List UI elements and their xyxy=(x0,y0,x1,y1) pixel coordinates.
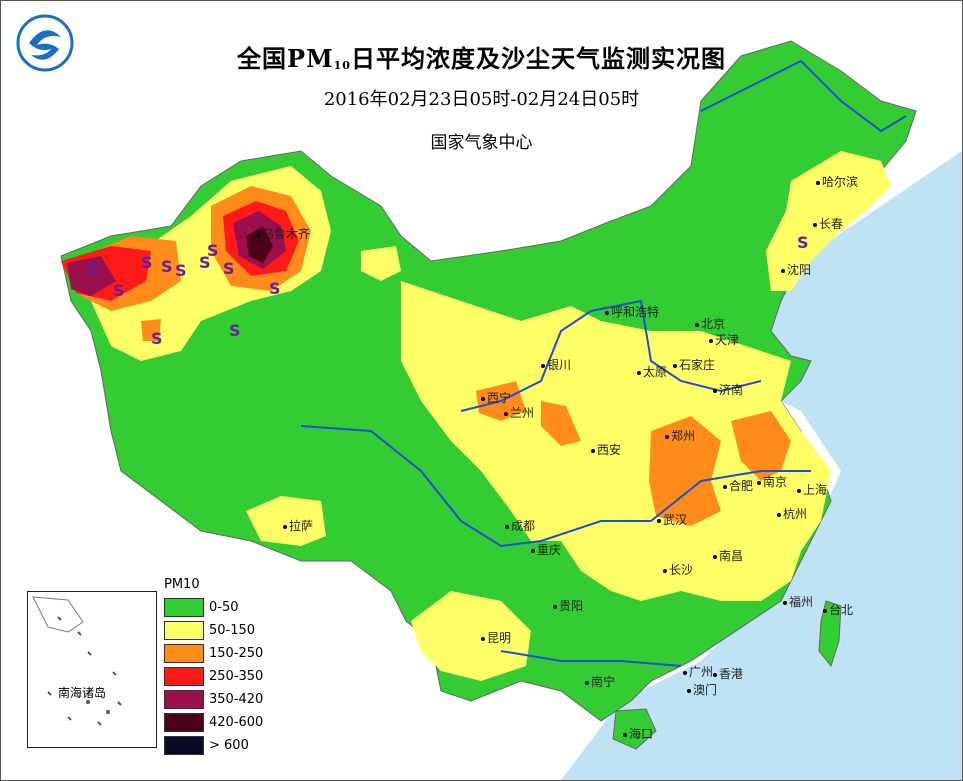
dust-marker: S xyxy=(161,257,173,276)
legend-item: > 600 xyxy=(164,734,263,757)
hainan-island xyxy=(612,708,657,750)
legend-swatch xyxy=(164,644,204,663)
pearl-river xyxy=(500,650,682,667)
dust-marker: S xyxy=(223,259,235,278)
city-label: 台北 xyxy=(823,601,853,618)
city-label: 南昌 xyxy=(713,547,743,564)
legend-swatch xyxy=(164,621,204,640)
legend-swatch xyxy=(164,713,204,732)
city-label: 杭州 xyxy=(777,505,807,522)
city-label: 西宁 xyxy=(481,389,511,406)
city-label: 北京 xyxy=(695,315,725,332)
river-lines xyxy=(300,59,907,667)
city-label: 兰州 xyxy=(504,404,534,421)
city-label: 天津 xyxy=(709,331,739,348)
city-label: 太原 xyxy=(637,363,667,380)
region-yellow-north-china xyxy=(401,281,831,601)
city-label: 南宁 xyxy=(585,673,615,690)
inset-label: 南海诸岛 xyxy=(58,686,107,700)
city-label: 沈阳 xyxy=(781,261,811,278)
legend-item: 250-350 xyxy=(164,665,263,688)
city-label: 呼和浩特 xyxy=(605,303,659,320)
region-orange-south-xj xyxy=(141,319,161,341)
sea-area xyxy=(561,151,962,780)
dust-marker: S xyxy=(207,241,219,260)
city-label: 武汉 xyxy=(657,511,687,528)
region-orange-central xyxy=(649,416,721,526)
legend-item: 50-150 xyxy=(164,619,263,642)
region-purple-west-xj xyxy=(67,256,116,296)
dust-marker: S xyxy=(113,281,125,300)
city-label: 济南 xyxy=(713,381,743,398)
region-darkred-urumqi xyxy=(246,226,273,263)
south-china-sea-inset: 南海诸岛 xyxy=(27,591,157,748)
heilongjiang-river xyxy=(700,59,907,133)
yellow-river xyxy=(460,299,762,412)
legend-item: 150-250 xyxy=(164,642,263,665)
legend-swatch xyxy=(164,667,204,686)
legend-swatch xyxy=(164,690,204,709)
region-orange-east xyxy=(731,411,791,481)
city-label: 澳门 xyxy=(687,681,717,698)
organization: 国家气象中心 xyxy=(430,133,533,153)
region-orange-shaanxi xyxy=(541,401,581,446)
city-label: 重庆 xyxy=(531,541,561,558)
city-label: 乌鲁木齐 xyxy=(256,225,310,242)
city-label: 石家庄 xyxy=(673,356,715,373)
city-label: 成都 xyxy=(505,517,535,534)
dust-marker: S xyxy=(229,321,241,340)
region-yellow-tibet xyxy=(246,496,326,546)
city-label: 长春 xyxy=(813,215,843,232)
legend-swatch xyxy=(164,736,204,755)
dust-marker: S xyxy=(87,259,99,278)
legend: PM10 0-50 50-150 150-250 250-350 350-420… xyxy=(164,577,263,757)
city-label: 郑州 xyxy=(665,427,695,444)
legend-item: 350-420 xyxy=(164,688,263,711)
city-label: 上海 xyxy=(797,481,827,498)
region-yellow-qinghai xyxy=(361,246,401,281)
legend-title: PM10 xyxy=(164,577,200,592)
legend-swatch xyxy=(164,598,204,617)
region-yellow-yunnan xyxy=(411,591,531,681)
inset-map xyxy=(32,596,122,726)
city-label: 海口 xyxy=(623,725,653,742)
time-range: 2016年02月23日05时-02月24日05时 xyxy=(323,89,640,110)
city-label: 南京 xyxy=(757,473,787,490)
region-yellow-northeast xyxy=(766,151,891,291)
dust-marker: S xyxy=(151,329,163,348)
taiwan-island xyxy=(818,600,842,668)
legend-item: 0-50 xyxy=(164,596,263,619)
cma-logo-icon xyxy=(15,13,75,73)
city-label: 合肥 xyxy=(723,477,753,494)
city-label: 广州 xyxy=(683,663,713,680)
legend-item: 420-600 xyxy=(164,711,263,734)
yangtze-river xyxy=(300,425,811,548)
dust-marker: S xyxy=(199,253,211,272)
dust-marker: S xyxy=(269,279,281,298)
city-label: 福州 xyxy=(783,593,813,610)
dust-marker: S xyxy=(797,233,809,252)
city-label: 贵阳 xyxy=(553,597,583,614)
city-label: 银川 xyxy=(541,356,571,373)
city-label: 昆明 xyxy=(481,629,511,646)
city-label: 西安 xyxy=(591,441,621,458)
dust-marker: S xyxy=(175,261,187,280)
dust-marker: S xyxy=(141,253,153,272)
map-title: 全国PM10日平均浓度及沙尘天气监测实况图 xyxy=(237,44,726,73)
city-label: 长沙 xyxy=(663,561,693,578)
city-label: 哈尔滨 xyxy=(816,173,858,190)
city-label: 香港 xyxy=(713,665,743,682)
city-label: 拉萨 xyxy=(283,517,313,534)
